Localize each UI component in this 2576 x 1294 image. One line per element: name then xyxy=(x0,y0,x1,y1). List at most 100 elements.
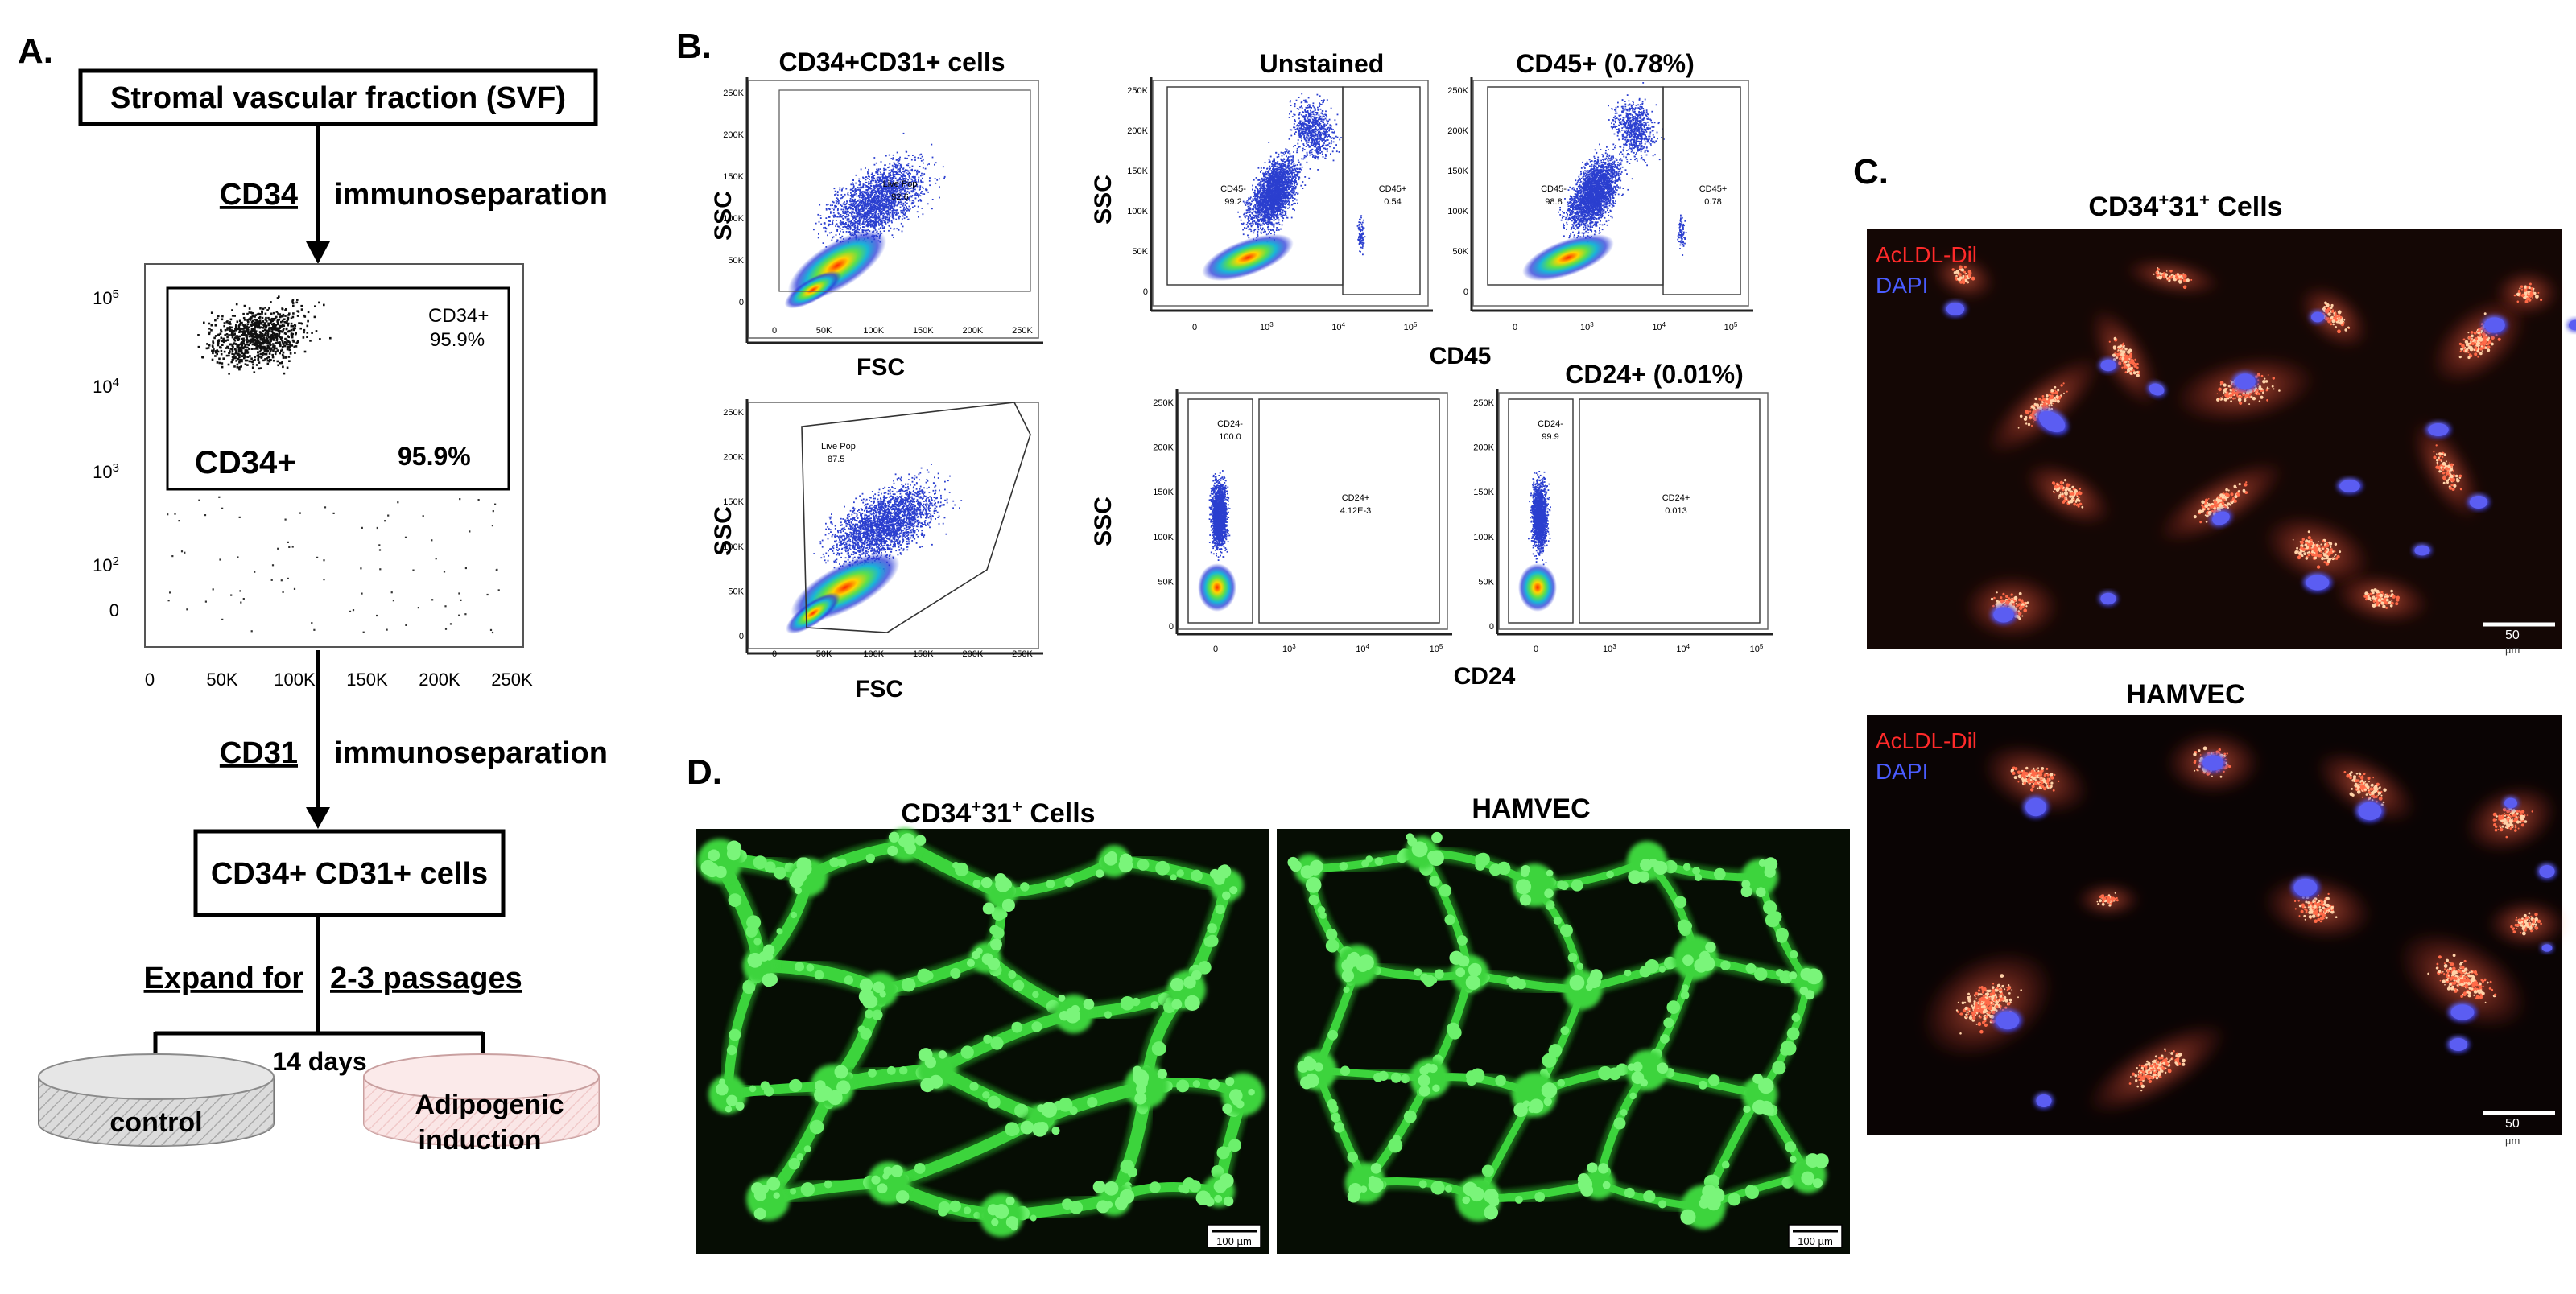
c2-scale-unit: µm xyxy=(2505,1135,2520,1147)
flow-x-tick: 0 xyxy=(772,326,777,336)
plot-cd24-stained-pos-pct: 0.013 xyxy=(1665,506,1687,516)
flow-x-tick: 0 xyxy=(1213,645,1218,654)
flow-x-tick: 150K xyxy=(913,326,934,336)
adipogenic-dish: Adipogenic induction xyxy=(364,1054,599,1156)
flow-y-tick: 200K xyxy=(1153,443,1174,453)
cd34-x-tick: 150K xyxy=(346,670,388,690)
d1-scale-label: 100 µm xyxy=(1216,1235,1252,1247)
plot-cd24-unstained-neg-pct: 100.0 xyxy=(1219,432,1241,442)
flow-x-tick: 0 xyxy=(772,649,777,659)
live-pct-1: 92.6 xyxy=(891,192,908,202)
fsc-label-2: FSC xyxy=(855,676,903,703)
plot-cd45-stained-neg-pct: 98.8 xyxy=(1545,197,1562,207)
flow-x-tick: 0 xyxy=(1534,645,1538,654)
ssc-label-4: SSC xyxy=(1090,497,1117,546)
cd34-y-tick: 102 xyxy=(93,554,119,576)
flow-y-tick: 150K xyxy=(1127,167,1148,176)
panel-c: C. CD34+31+ Cells AcLDL-Dil DAPI 50 µm H… xyxy=(1853,152,2576,1147)
title-unstained: Unstained xyxy=(1260,49,1385,78)
d-title-1: CD34+31+ Cells xyxy=(901,797,1095,830)
flow-y-tick: 250K xyxy=(1473,398,1494,408)
cd34-gate-name: CD34+ xyxy=(428,305,489,327)
cd34-gate-pct: 95.9% xyxy=(430,329,485,351)
flow-y-tick: 150K xyxy=(1447,167,1468,176)
flow-x-tick: 100K xyxy=(863,326,884,336)
plot-cd45-stained-neg-label: CD45- xyxy=(1541,184,1567,194)
flow-x-tick: 250K xyxy=(1012,326,1033,336)
c1-stain-acldl: AcLDL-Dil xyxy=(1876,242,1977,267)
flow-x-tick: 105 xyxy=(1430,643,1443,655)
panel-b-letter: B. xyxy=(676,27,712,66)
flow-y-tick: 250K xyxy=(723,89,744,98)
flow-y-tick: 50K xyxy=(728,587,744,596)
title-cells: CD34+CD31+ cells xyxy=(778,47,1005,76)
d2-scale-label: 100 µm xyxy=(1798,1235,1833,1247)
step2-method: immunoseparation xyxy=(334,736,608,770)
flow-x-tick: 104 xyxy=(1676,643,1690,655)
panel-a: A. Stromal vascular fraction (SVF) CD34 … xyxy=(18,31,608,1156)
plot-cd45-unstained-pos-label: CD45+ xyxy=(1379,184,1407,194)
cd34-x-tick: 200K xyxy=(419,670,460,690)
title-cd24: CD24+ (0.01%) xyxy=(1565,360,1743,389)
plot-cd45-unstained-neg-label: CD45- xyxy=(1220,184,1246,194)
flow-x-tick: 50K xyxy=(816,326,832,336)
title-cd45: CD45+ (0.78%) xyxy=(1516,49,1694,78)
flow-y-tick: 250K xyxy=(1127,86,1148,96)
flow-y-tick: 150K xyxy=(723,497,744,507)
svf-box-label: Stromal vascular fraction (SVF) xyxy=(110,81,566,115)
cells-box-label: CD34+ CD31+ cells xyxy=(211,857,488,891)
flow-x-tick: 50K xyxy=(816,649,832,659)
flow-y-tick: 250K xyxy=(1447,86,1468,96)
flow-x-tick: 105 xyxy=(1404,321,1418,333)
step2-marker: CD31 xyxy=(220,736,298,770)
flow-x-tick: 103 xyxy=(1603,643,1616,655)
flow-x-tick: 104 xyxy=(1652,321,1666,333)
plot-cd24-unstained-pos-label: CD24+ xyxy=(1342,493,1370,503)
cd34-y-tick: 105 xyxy=(93,287,119,309)
plot-cd24-stained: CD24-99.9CD24+0.013250K200K150K100K50K00… xyxy=(1473,389,1773,654)
flow-y-tick: 200K xyxy=(723,130,744,140)
flow-y-tick: 50K xyxy=(1158,577,1174,587)
cd24-axis-label: CD24 xyxy=(1454,663,1516,690)
cd34-x-tick: 100K xyxy=(274,670,316,690)
adipogenic-dish-label-1: Adipogenic xyxy=(415,1090,564,1120)
flow-y-tick: 0 xyxy=(1143,287,1148,297)
cd34-x-tick: 50K xyxy=(206,670,237,690)
c2-stain-acldl: AcLDL-Dil xyxy=(1876,728,1977,753)
flow-x-tick: 200K xyxy=(963,649,984,659)
flow-y-tick: 50K xyxy=(1478,577,1494,587)
c-title-2: HAMVEC xyxy=(2126,679,2244,710)
flow-y-tick: 150K xyxy=(1473,488,1494,497)
c1-stain-dapi: DAPI xyxy=(1876,273,1928,298)
d-title-2: HAMVEC xyxy=(1472,793,1590,824)
flow-y-tick: 0 xyxy=(1169,622,1174,632)
plot-cd24-unstained-neg-label: CD24- xyxy=(1217,419,1243,429)
flow-y-tick: 50K xyxy=(1452,247,1468,257)
arrow-2-head xyxy=(306,807,330,829)
cd34-x-tick: 250K xyxy=(491,670,533,690)
flow-y-tick: 100K xyxy=(723,214,744,224)
expand-label-a: Expand for xyxy=(144,962,304,995)
flow-x-tick: 103 xyxy=(1282,643,1296,655)
c2-scale-value: 50 xyxy=(2505,1117,2520,1131)
flow-y-tick: 100K xyxy=(723,542,744,552)
flow-x-tick: 105 xyxy=(1750,643,1764,655)
plot-cd45-stained-pos-pct: 0.78 xyxy=(1704,197,1721,207)
adipogenic-dish-label-2: induction xyxy=(419,1125,542,1156)
cd34-x-tick: 0 xyxy=(145,670,155,690)
flow-x-tick: 250K xyxy=(1012,649,1033,659)
flow-y-tick: 200K xyxy=(1127,126,1148,136)
ssc-label-3: SSC xyxy=(1090,175,1117,225)
flow-x-tick: 104 xyxy=(1331,321,1345,333)
flow-x-tick: 100K xyxy=(863,649,884,659)
plot-cd24-stained-pos-label: CD24+ xyxy=(1662,493,1690,503)
flow-y-tick: 0 xyxy=(739,298,744,307)
cd34-big-pct: 95.9% xyxy=(398,442,471,471)
panel-d: D. CD34+31+ Cells HAMVEC 100 µm 100 µm xyxy=(687,752,1850,1254)
plot-cd24-unstained: CD24-100.0CD24+4.12E-3250K200K150K100K50… xyxy=(1153,389,1452,654)
